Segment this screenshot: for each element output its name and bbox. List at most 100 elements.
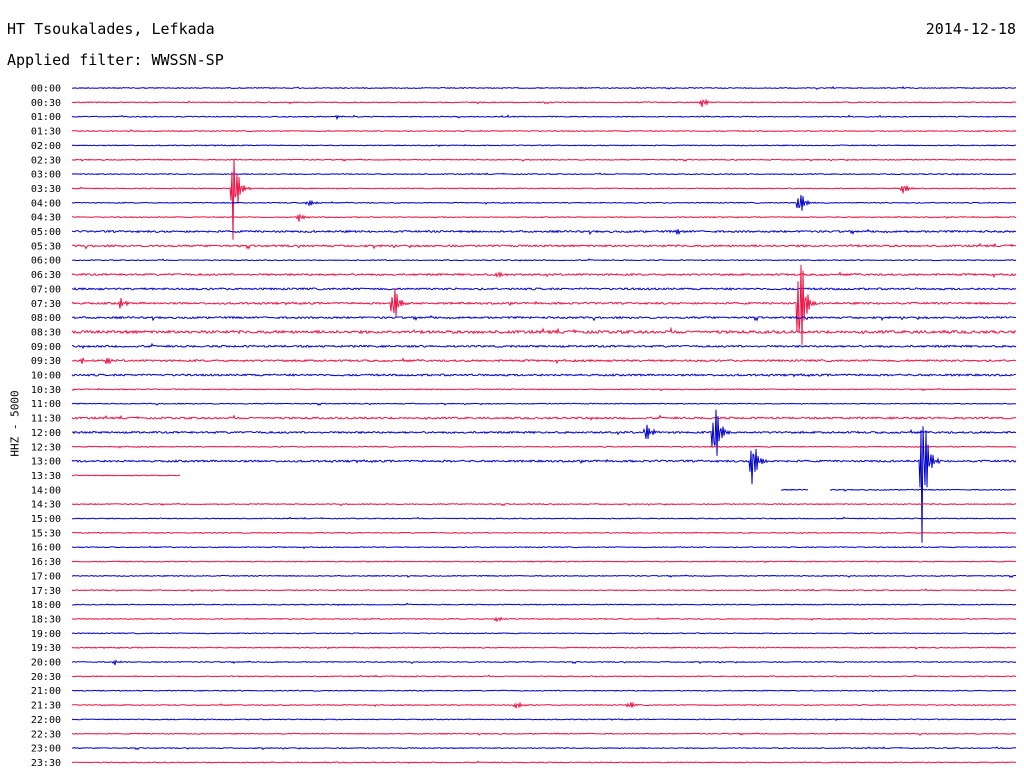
trace-line — [71, 616, 1017, 623]
trace-line — [71, 264, 1017, 345]
trace-line — [71, 659, 1017, 666]
time-tick-label: 16:00 — [31, 543, 61, 554]
trace-line — [71, 560, 1016, 564]
trace-line — [71, 531, 1017, 535]
time-tick-label: 01:00 — [31, 112, 61, 123]
trace-line — [780, 488, 809, 491]
trace-line — [71, 646, 1017, 650]
date-label: 2014-12-18 — [925, 20, 1016, 38]
trace-line — [71, 287, 1017, 291]
time-tick-label: 09:00 — [31, 342, 61, 353]
time-tick-label: 21:30 — [31, 701, 61, 712]
time-tick-label: 03:00 — [31, 170, 61, 181]
trace-line — [71, 387, 1017, 392]
trace-line — [72, 602, 1017, 607]
time-tick-label: 22:00 — [31, 715, 61, 726]
time-tick-label: 11:30 — [31, 414, 61, 425]
time-tick-label: 08:00 — [31, 313, 61, 324]
trace-line — [71, 129, 1017, 133]
trace-line — [72, 409, 1017, 456]
time-tick-label: 10:30 — [31, 385, 61, 396]
time-tick-label: 05:00 — [31, 227, 61, 238]
time-tick-label: 20:30 — [31, 672, 61, 683]
time-tick-label: 00:30 — [31, 98, 61, 109]
time-tick-label: 18:00 — [31, 600, 61, 611]
trace-line — [71, 445, 1017, 449]
trace-line — [71, 760, 1017, 765]
trace-line — [71, 701, 1017, 709]
time-tick-label: 15:00 — [31, 514, 61, 525]
time-tick-label: 02:30 — [31, 155, 61, 166]
time-tick-label: 02:00 — [31, 141, 61, 152]
trace-line — [71, 271, 1017, 279]
time-tick-label: 00:00 — [31, 84, 61, 95]
time-tick-label: 16:30 — [31, 557, 61, 568]
trace-line — [71, 502, 1017, 507]
time-tick-label: 21:00 — [31, 686, 61, 697]
trace-line — [71, 632, 1017, 635]
trace-line — [71, 402, 1017, 406]
time-tick-label: 07:30 — [31, 299, 61, 310]
trace-line — [71, 545, 1017, 550]
time-tick-label: 03:30 — [31, 184, 61, 195]
trace-line — [71, 172, 1017, 176]
time-tick-label: 19:00 — [31, 629, 61, 640]
time-tick-label: 08:30 — [31, 327, 61, 338]
time-tick-label: 07:00 — [31, 284, 61, 295]
trace-line — [71, 588, 1017, 593]
time-tick-label: 19:30 — [31, 643, 61, 654]
trace-line — [71, 732, 1017, 736]
time-tick-label: 15:30 — [31, 528, 61, 539]
trace-line — [71, 213, 1017, 222]
time-tick-label: 12:30 — [31, 442, 61, 453]
time-tick-label: 11:00 — [31, 399, 61, 410]
time-tick-label: 14:00 — [31, 485, 61, 496]
time-tick-label: 10:00 — [31, 371, 61, 382]
trace-line — [72, 516, 1016, 521]
time-tick-label: 23:30 — [31, 758, 61, 769]
trace-line — [71, 158, 1017, 162]
trace-line — [71, 414, 1017, 421]
trace-line — [71, 326, 1016, 335]
trace-line — [71, 357, 1017, 365]
trace-line — [71, 746, 1017, 751]
trace-line — [71, 342, 1017, 350]
trace-line — [71, 114, 1017, 121]
filter-label: Applied filter: WWSSN-SP — [7, 51, 224, 69]
time-tick-label: 01:30 — [31, 127, 61, 138]
station-title: HT Tsoukalades, Lefkada — [7, 20, 215, 38]
trace-line — [72, 86, 1017, 91]
time-tick-label: 13:30 — [31, 471, 61, 482]
time-tick-label: 20:00 — [31, 658, 61, 669]
trace-line — [71, 674, 1017, 678]
time-tick-label: 09:30 — [31, 356, 61, 367]
time-tick-label: 05:30 — [31, 241, 61, 252]
time-tick-label: 04:00 — [31, 198, 61, 209]
trace-line — [71, 98, 1017, 107]
trace-line — [71, 426, 1017, 543]
time-tick-label: 17:00 — [31, 571, 61, 582]
trace-line — [71, 144, 1017, 147]
time-tick-label: 22:30 — [31, 729, 61, 740]
trace-line — [71, 373, 1017, 378]
time-tick-label: 18:30 — [31, 614, 61, 625]
trace-line — [71, 195, 1017, 211]
time-tick-label: 04:30 — [31, 213, 61, 224]
time-tick-label: 13:00 — [31, 457, 61, 468]
trace-line — [829, 488, 1017, 492]
time-tick-label: 06:00 — [31, 256, 61, 267]
trace-line — [71, 718, 1017, 721]
time-tick-label: 17:30 — [31, 586, 61, 597]
trace-line — [71, 314, 1017, 322]
trace-line — [71, 158, 1017, 240]
trace-line — [71, 228, 1016, 236]
time-tick-label: 14:30 — [31, 500, 61, 511]
time-tick-label: 23:00 — [31, 744, 61, 755]
time-tick-label: 06:30 — [31, 270, 61, 281]
trace-line — [71, 242, 1017, 250]
trace-line — [71, 574, 1017, 579]
trace-line — [71, 258, 1017, 262]
time-tick-label: 12:00 — [31, 428, 61, 439]
trace-line — [71, 689, 1017, 693]
